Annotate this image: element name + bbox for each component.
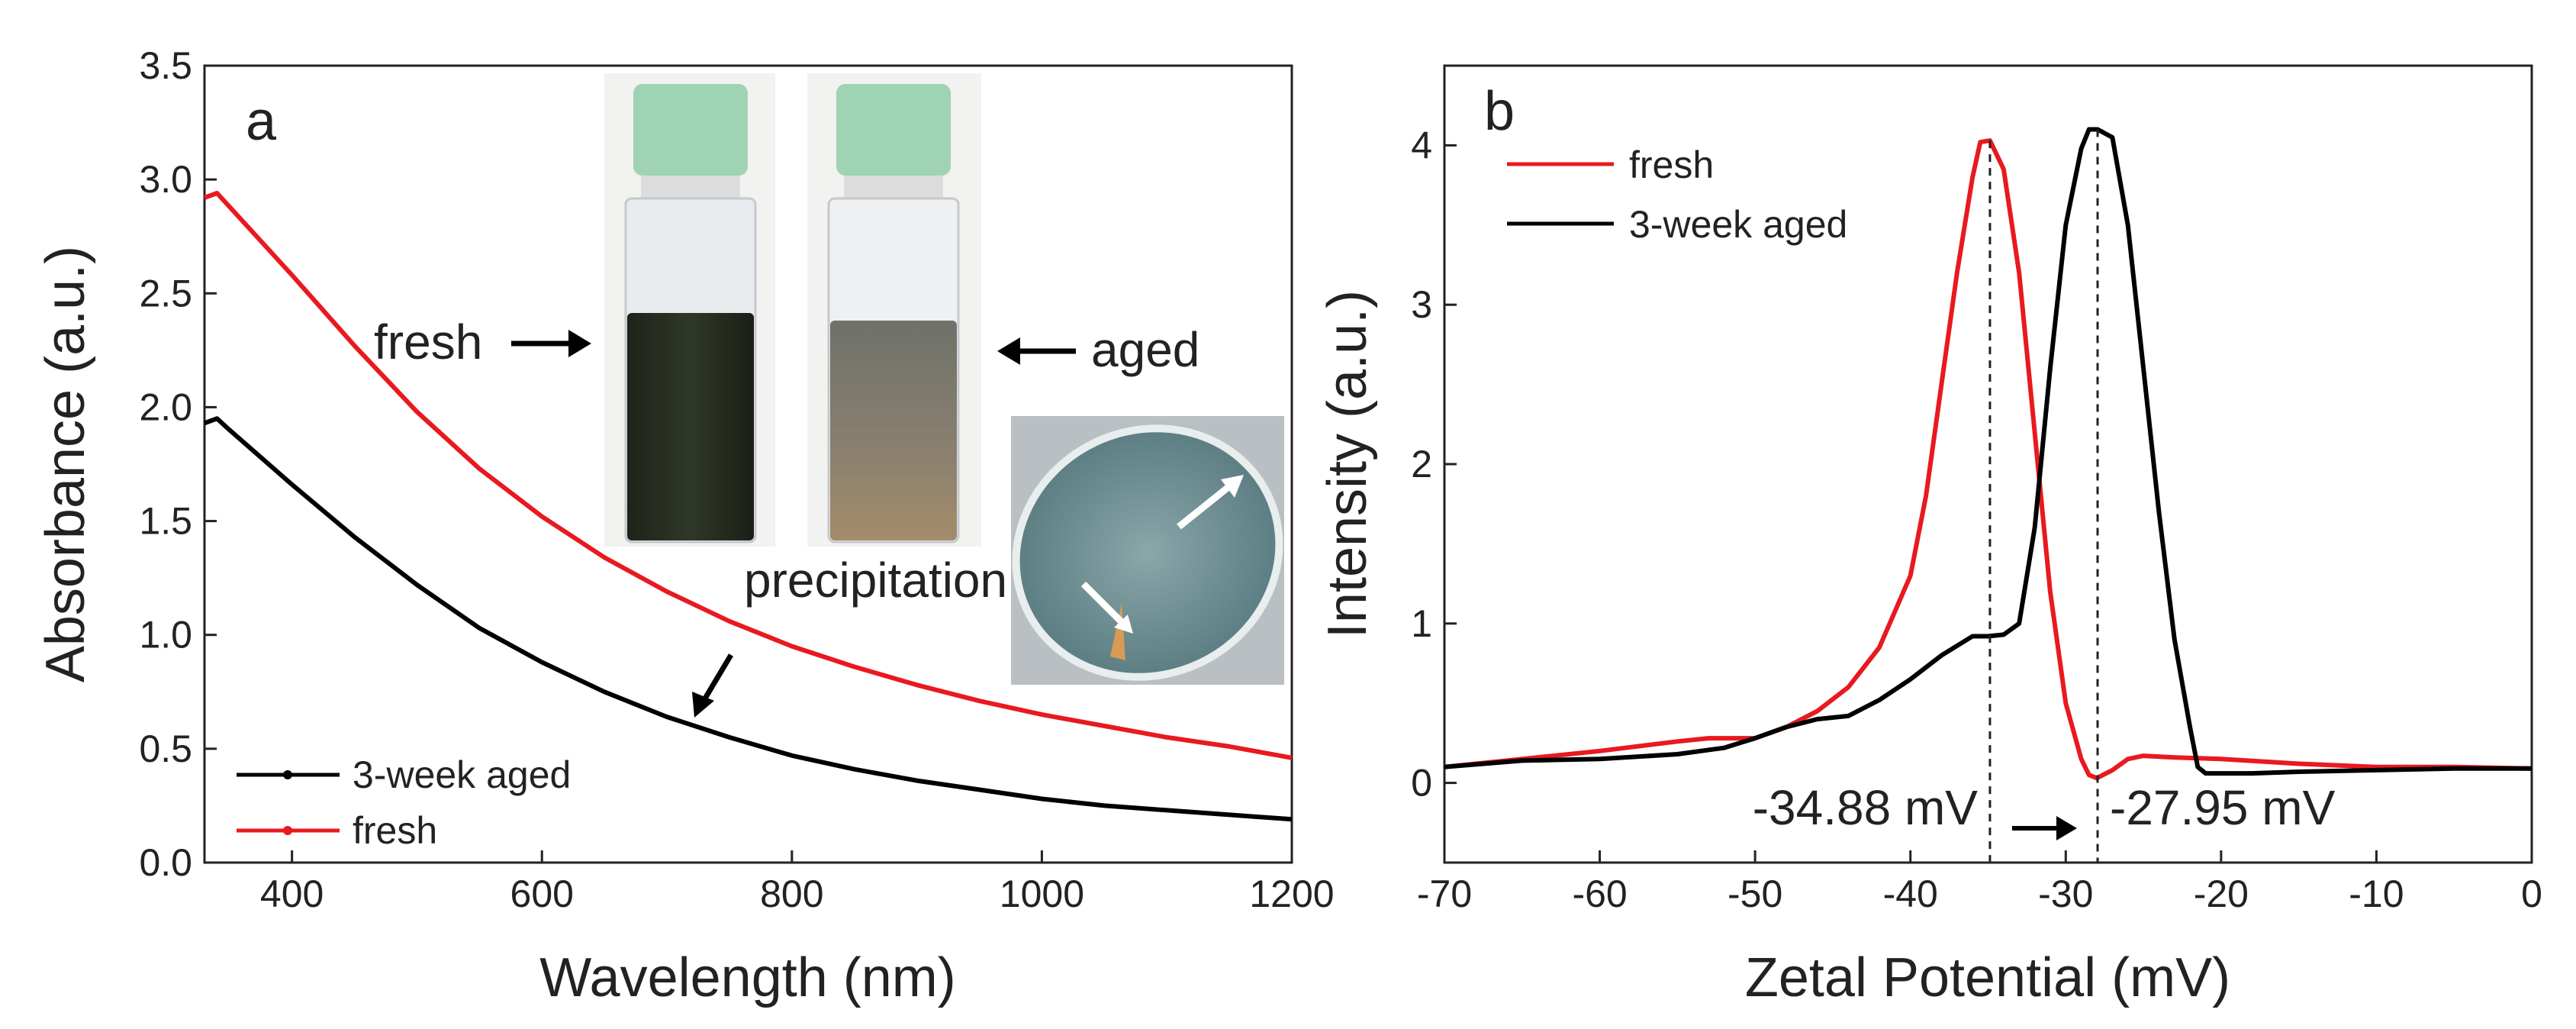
panel-b-x-tick-label: 0: [2521, 873, 2542, 915]
panel-b-series-fresh: [1444, 138, 2533, 781]
precipitation-arrow-lower: [1080, 581, 1129, 629]
panel-b-peak-markers: -34.88 mV -27.95 mV: [1753, 129, 2336, 863]
panel-a-y-axis-title: Absorbance (a.u.): [35, 246, 96, 682]
panel-a-x-tick-label: 800: [760, 873, 823, 915]
panel-a-y-tick-label: 0.5: [139, 727, 192, 770]
panel-a-series: [203, 191, 1293, 822]
panel-b-legend: fresh 3-week aged: [1507, 144, 1847, 246]
fresh-annotation-arrowhead: [568, 330, 591, 357]
precipitation-annotation-label: precipitation: [744, 553, 1007, 608]
panel-a-y-tick-label: 3.0: [139, 158, 192, 201]
panel-a-y-tick-label: 2.0: [139, 385, 192, 428]
panel-b-x-tick-label: -30: [2038, 873, 2093, 915]
inset-photo-fresh-vial: [604, 73, 775, 547]
panel-a-y-tick-label: 0.0: [139, 841, 192, 884]
panel-b-x-tick-label: -60: [1572, 873, 1627, 915]
panel-a-x-tick-label: 600: [510, 873, 574, 915]
peak-label: -34.88 mV: [1753, 780, 1979, 835]
legend-a-label-fresh: fresh: [353, 809, 437, 852]
precipitation-arrow-upper: [1177, 478, 1238, 530]
panel-b-y-tick-label: 2: [1411, 443, 1432, 485]
panel-a-legend: 3-week aged fresh: [237, 753, 571, 852]
legend-b-label-fresh: fresh: [1629, 144, 1714, 186]
panel-a-x-tick-label: 1200: [1249, 873, 1334, 915]
peak-label: -27.95 mV: [2110, 780, 2336, 835]
panel-b-y-tick-label: 0: [1411, 762, 1432, 805]
panel-b-x-tick-label: -20: [2194, 873, 2249, 915]
panel-b-ticks: -70 -60 -50 -40 -30 -20 -10 0 0 1 2 3 4: [1411, 124, 2542, 915]
legend-b-label-aged: 3-week aged: [1629, 203, 1847, 246]
panel-b-x-tick-label: -50: [1728, 873, 1782, 915]
panel-b-letter: b: [1484, 81, 1515, 142]
panel-a-letter: a: [246, 91, 277, 152]
legend-a-marker-aged: [283, 770, 292, 779]
panel-b-y-axis-title: Intensity (a.u.): [1317, 290, 1378, 638]
panel-a-y-tick-label: 3.5: [139, 44, 192, 87]
aged-annotation-label: aged: [1091, 322, 1199, 377]
panel-b-y-tick-label: 4: [1411, 124, 1432, 166]
panel-a-x-tick-label: 1000: [1000, 873, 1084, 915]
panel-b-x-tick-label: -70: [1417, 873, 1472, 915]
panel-a-series-3-week-aged: [203, 416, 1293, 822]
panel-b-x-tick-label: -10: [2349, 873, 2404, 915]
legend-a-label-aged: 3-week aged: [353, 753, 571, 796]
panel-a-series-fresh: [203, 191, 1293, 760]
legend-a-marker-fresh: [283, 826, 292, 835]
panel-b-series-3-week-aged: [1444, 127, 2532, 776]
aged-annotation-arrowhead: [997, 337, 1020, 365]
decrease-arrowhead: [692, 692, 714, 718]
peak-shift-arrowhead: [2056, 816, 2077, 840]
inset-photo-precipitation-dish: [1011, 416, 1284, 685]
panel-a-y-tick-label: 1.5: [139, 500, 192, 543]
panel-a-x-axis-title: Wavelength (nm): [539, 947, 956, 1008]
fresh-annotation-label: fresh: [374, 315, 482, 369]
panel-a-plot-frame: [203, 64, 1293, 864]
panel-a-x-tick-label: 400: [260, 873, 324, 915]
panel-b-plot-frame: [1443, 64, 2533, 864]
panel-a-y-tick-label: 1.0: [139, 614, 192, 656]
panel-b-series: [1444, 127, 2533, 781]
panel-b-y-tick-label: 3: [1411, 283, 1432, 326]
panel-b-x-axis-title: Zetal Potential (mV): [1745, 947, 2230, 1008]
panel-b-y-tick-label: 1: [1411, 602, 1432, 645]
panel-a-ticks: 400 600 800 1000 1200 0.0 0.5 1.0 1.5 2.0 2.5 3.0 3.…: [139, 44, 1334, 915]
inset-photo-aged-vial: [807, 73, 981, 547]
panel-b-x-tick-label: -40: [1883, 873, 1938, 915]
panel-a-y-tick-label: 2.5: [139, 272, 192, 315]
